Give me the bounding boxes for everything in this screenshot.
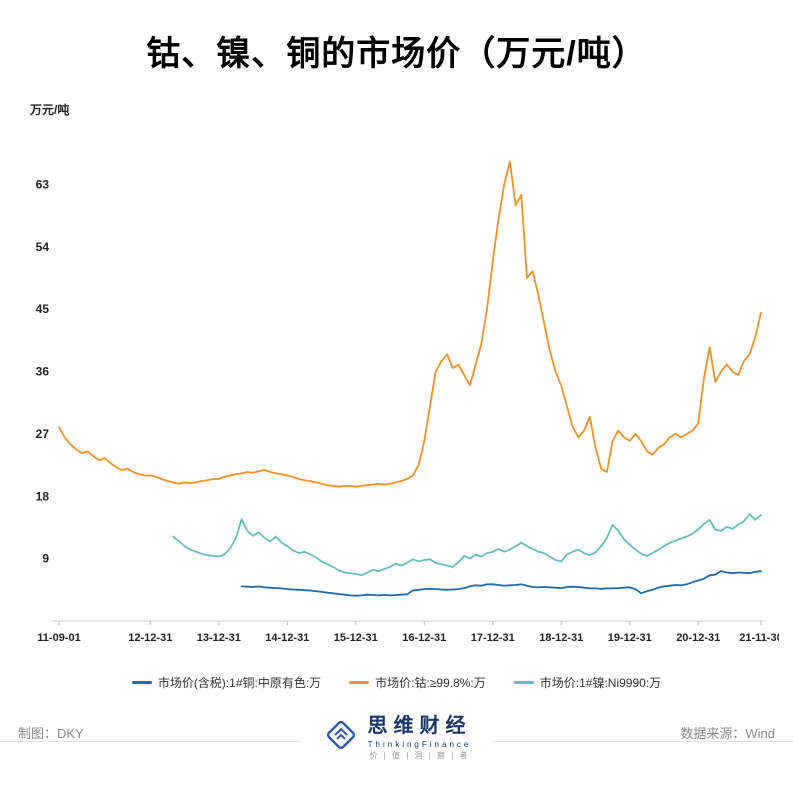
legend-item-label: 市场价:1#镍:Ni9990:万 xyxy=(539,676,662,690)
svg-text:11-09-01: 11-09-01 xyxy=(37,632,80,644)
legend-item-label: 市场价:钴:≥99.8%:万 xyxy=(375,676,486,690)
legend-item-nickel[interactable]: 市场价:1#镍:Ni9990:万 xyxy=(513,674,662,691)
legend-marker xyxy=(131,681,152,684)
legend-marker xyxy=(349,681,370,684)
svg-text:36: 36 xyxy=(36,365,50,379)
brand-tagline: 价 | 值 | 洞 | 察 | 者 xyxy=(369,751,470,761)
brand-name: 思维财经 xyxy=(367,715,472,737)
chart-legend: 市场价(含税):1#铜:中原有色:万 市场价:钴:≥99.8%:万 市场价:1#… xyxy=(0,674,793,691)
brand-logo-icon xyxy=(322,716,360,759)
legend-item-cobalt[interactable]: 市场价:钴:≥99.8%:万 xyxy=(349,674,486,691)
footer-credit-right: 数据来源：Wind xyxy=(680,726,775,741)
price-line-chart: 9 18 27 36 45 54 63 11-09-01 12-12-31 13-12-31 14-… xyxy=(36,160,783,644)
brand-latin-name: ThinkingFinance xyxy=(367,740,472,749)
svg-text:19-12-31: 19-12-31 xyxy=(608,632,652,644)
footer: 制图：DKY 数据来源：Wind 思维财经 ThinkingFinance 价 … xyxy=(0,707,793,785)
svg-text:16-12-31: 16-12-31 xyxy=(402,632,446,644)
chart-area: 9 18 27 36 45 54 63 11-09-01 12-12-31 13-12-31 14-… xyxy=(14,120,783,670)
svg-text:14-12-31: 14-12-31 xyxy=(265,632,309,644)
legend-item-label: 市场价(含税):1#铜:中原有色:万 xyxy=(157,676,322,690)
svg-text:15-12-31: 15-12-31 xyxy=(334,632,378,644)
svg-text:18-12-31: 18-12-31 xyxy=(539,632,583,644)
page-title: 钴、镍、铜的市场价（万元/吨） xyxy=(146,35,647,73)
svg-text:27: 27 xyxy=(36,427,50,441)
svg-text:45: 45 xyxy=(36,302,50,316)
brand-logo: 思维财经 ThinkingFinance 价 | 值 | 洞 | 察 | 者 xyxy=(301,715,492,761)
svg-text:18: 18 xyxy=(36,489,50,503)
y-axis-label: 万元/吨 xyxy=(30,103,70,117)
svg-text:20-12-31: 20-12-31 xyxy=(676,632,720,644)
svg-text:17-12-31: 17-12-31 xyxy=(471,632,515,644)
legend-marker xyxy=(513,681,534,684)
svg-text:13-12-31: 13-12-31 xyxy=(197,632,241,644)
svg-text:54: 54 xyxy=(36,240,50,254)
svg-text:63: 63 xyxy=(36,178,50,192)
svg-text:21-11-30: 21-11-30 xyxy=(739,632,779,644)
svg-text:12-12-31: 12-12-31 xyxy=(128,632,172,644)
svg-text:9: 9 xyxy=(42,552,49,566)
footer-credit-left: 制图：DKY xyxy=(18,726,84,741)
legend-item-copper[interactable]: 市场价(含税):1#铜:中原有色:万 xyxy=(131,674,322,691)
